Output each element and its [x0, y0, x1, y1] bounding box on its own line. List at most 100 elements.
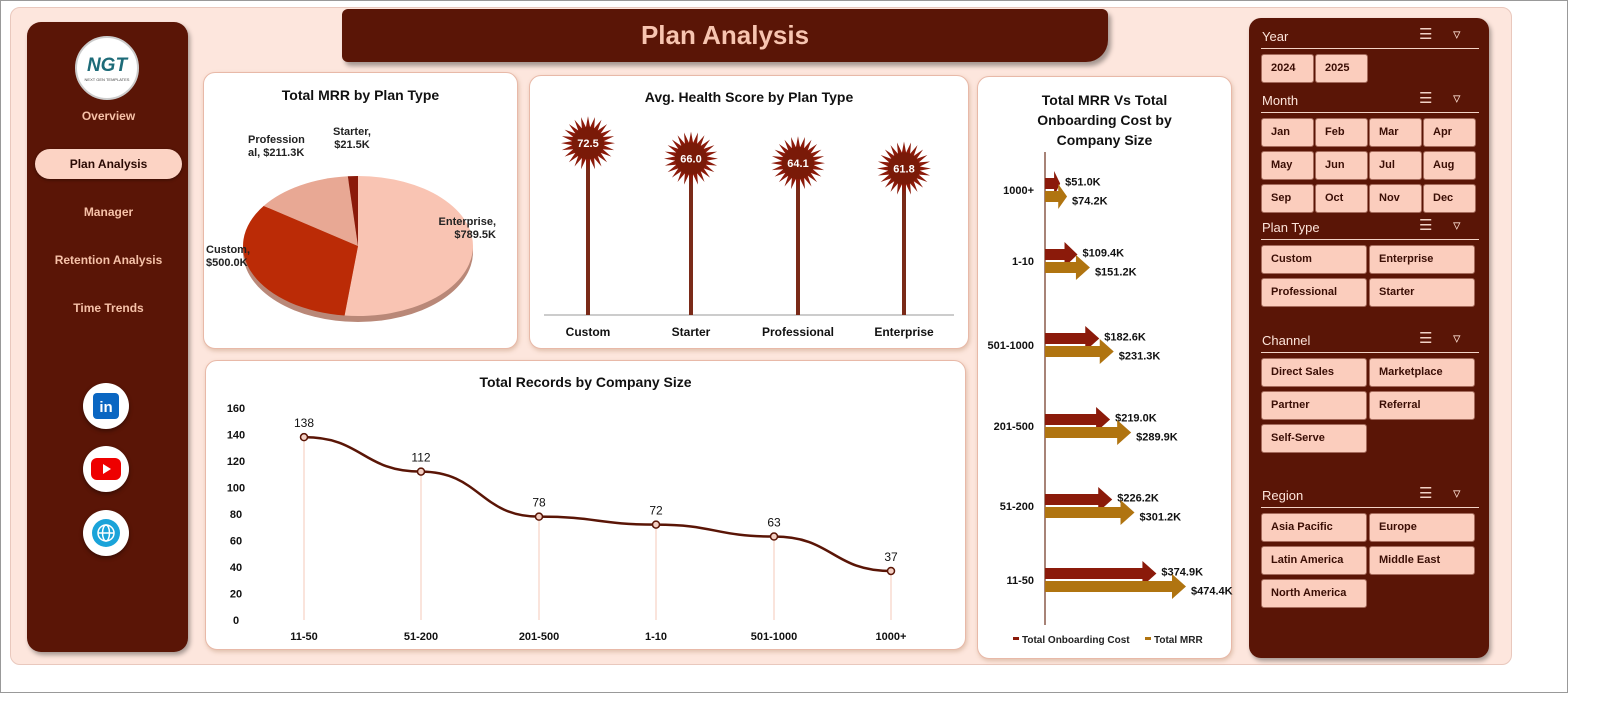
x-tick-label: Starter: [672, 325, 711, 339]
slicer-item[interactable]: Middle East: [1369, 546, 1475, 575]
y-tick-label: 501-1000: [988, 340, 1035, 352]
slicer-item[interactable]: 2025: [1315, 54, 1368, 83]
nav-overview[interactable]: Overview: [81, 109, 136, 123]
lollipop-stem: [689, 158, 693, 315]
lollipop-head: [675, 142, 707, 175]
bar-value-label: $151.2K: [1095, 267, 1137, 279]
slicer-item[interactable]: Aug: [1423, 151, 1476, 180]
lollipop-value: 66.0: [680, 154, 701, 166]
lollipop-value: 61.8: [893, 164, 914, 176]
slicer-item[interactable]: Nov: [1369, 184, 1422, 213]
lollipop-head: [888, 152, 920, 185]
slicer-item[interactable]: North America: [1261, 579, 1367, 608]
bar-value-label: $289.9K: [1136, 432, 1178, 444]
y-tick-label: 60: [230, 536, 242, 548]
globe-icon[interactable]: [83, 510, 129, 556]
bar-value-label: $74.2K: [1072, 196, 1108, 208]
multi-select-icon[interactable]: ☰: [1419, 26, 1433, 43]
slicer-item[interactable]: Marketplace: [1369, 358, 1475, 387]
slicer-item[interactable]: Jun: [1315, 151, 1368, 180]
x-tick-label: Professional: [762, 325, 834, 339]
youtube-icon[interactable]: [83, 446, 129, 492]
slicer-item[interactable]: Enterprise: [1369, 245, 1475, 274]
pie-label: Starter, $21.5K: [333, 126, 371, 151]
arrow-bar-mrr: [1045, 339, 1114, 364]
clear-filter-icon[interactable]: ▿: [1453, 330, 1461, 347]
bar-value-label: $51.0K: [1065, 177, 1101, 189]
y-tick-label: 160: [227, 403, 245, 415]
nav-manager[interactable]: Manager: [83, 205, 134, 219]
clear-filter-icon[interactable]: ▿: [1453, 90, 1461, 107]
data-point: [534, 512, 544, 521]
slicer-item[interactable]: Asia Pacific: [1261, 513, 1367, 542]
slicer-header-region: Region ☰ ▿: [1261, 482, 1479, 508]
nav-time-trends[interactable]: Time Trends: [73, 301, 144, 315]
y-tick-label: 120: [227, 456, 245, 468]
y-tick-label: 20: [230, 589, 242, 601]
lollipop-chart: 72.5 Custom 66.0 Starter 64.1 Professional 61.…: [544, 116, 954, 339]
slicer-item[interactable]: May: [1261, 151, 1314, 180]
slicer-item[interactable]: Referral: [1369, 391, 1475, 420]
arrow-bar-cost: [1045, 407, 1111, 432]
slicer-item[interactable]: Partner: [1261, 391, 1367, 420]
arrow-bar-cost: [1045, 326, 1100, 351]
slicer-item[interactable]: Sep: [1261, 184, 1314, 213]
arrow-bar-mrr: [1045, 255, 1090, 280]
x-tick-label: 1-10: [645, 631, 667, 643]
bar-card: Total MRR Vs Total Onboarding Cost by Co…: [977, 76, 1233, 659]
nav-plan-analysis[interactable]: Plan Analysis: [35, 149, 182, 179]
slicer-item[interactable]: Latin America: [1261, 546, 1367, 575]
slicer-item[interactable]: Dec: [1423, 184, 1476, 213]
slicer-header-channel: Channel ☰ ▿: [1261, 327, 1479, 353]
slicer-item[interactable]: Jul: [1369, 151, 1422, 180]
multi-select-icon[interactable]: ☰: [1419, 90, 1433, 107]
lollipop-head: [782, 147, 814, 180]
data-point: [769, 532, 779, 541]
lollipop-stem: [586, 143, 590, 315]
slicer-item[interactable]: Feb: [1315, 118, 1368, 147]
data-point: [886, 566, 896, 576]
slicer-item[interactable]: Mar: [1369, 118, 1422, 147]
y-tick-label: 40: [230, 562, 242, 574]
nav-retention-analysis[interactable]: Retention Analysis: [54, 253, 163, 267]
clear-filter-icon[interactable]: ▿: [1453, 26, 1461, 43]
slicer-item[interactable]: Starter: [1369, 278, 1475, 307]
data-point: [651, 520, 661, 529]
slicer-header-month: Month ☰ ▿: [1261, 87, 1479, 113]
y-tick-label: 1-10: [1012, 256, 1034, 268]
slicer-item[interactable]: Self-Serve: [1261, 424, 1367, 453]
data-label: 138: [294, 416, 314, 430]
slicer-item[interactable]: Direct Sales: [1261, 358, 1367, 387]
slicer-item[interactable]: Professional: [1261, 278, 1367, 307]
pie-title: Total MRR by Plan Type: [281, 87, 440, 103]
multi-select-icon[interactable]: ☰: [1419, 330, 1433, 347]
slicer-item[interactable]: Oct: [1315, 184, 1368, 213]
slicer-item[interactable]: Jan: [1261, 118, 1314, 147]
linkedin-icon[interactable]: in: [83, 383, 129, 429]
data-point: [416, 467, 426, 476]
x-tick-label: 11-50: [290, 631, 318, 643]
clear-filter-icon[interactable]: ▿: [1453, 217, 1461, 234]
bar-title: Total MRR Vs Total Onboarding Cost by Co…: [1037, 92, 1172, 148]
pie-label: Profession al, $211.3K: [248, 134, 305, 159]
line-chart: 0 20 40 60 80 100 120 140 160 11-50 51-200 201-500 1…: [227, 403, 907, 643]
slicer-item[interactable]: Europe: [1369, 513, 1475, 542]
y-tick-label: 1000+: [1003, 185, 1034, 197]
slicer-item[interactable]: Apr: [1423, 118, 1476, 147]
y-tick-label: 0: [233, 615, 239, 627]
lollipop-value: 64.1: [787, 158, 808, 170]
multi-select-icon[interactable]: ☰: [1419, 217, 1433, 234]
slicer-item[interactable]: 2024: [1261, 54, 1314, 83]
clear-filter-icon[interactable]: ▿: [1453, 485, 1461, 502]
bar-value-label: $474.4K: [1191, 586, 1233, 598]
lollipop-stem: [902, 168, 906, 315]
slicer-title: Channel: [1262, 333, 1311, 348]
arrow-bar-mrr: [1045, 420, 1132, 445]
data-label: 72: [649, 504, 663, 518]
window-border: [0, 0, 1568, 693]
multi-select-icon[interactable]: ☰: [1419, 485, 1433, 502]
data-label: 112: [411, 451, 430, 465]
pie-slice-enterprise: [344, 176, 473, 316]
x-tick-label: Custom: [566, 325, 611, 339]
slicer-item[interactable]: Custom: [1261, 245, 1367, 274]
